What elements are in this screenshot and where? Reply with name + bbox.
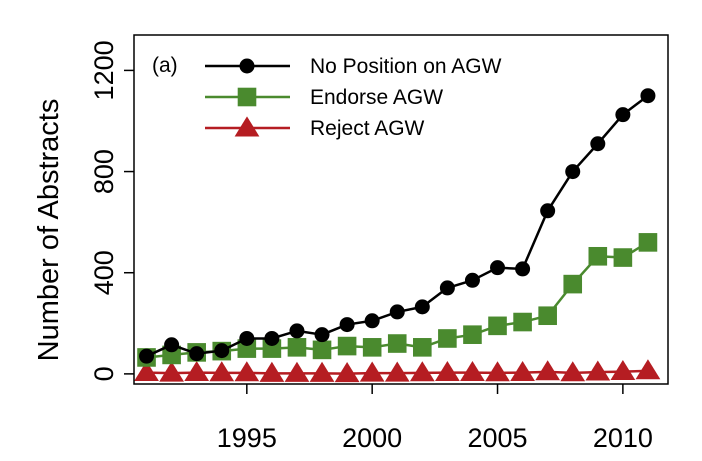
series-layer [134, 88, 661, 383]
data-point [560, 361, 586, 382]
legend-entry: Reject AGW [205, 116, 425, 140]
data-point [134, 360, 159, 382]
data-point [610, 359, 636, 381]
data-point [239, 330, 255, 346]
y-tick-label: 400 [89, 250, 119, 295]
data-point [387, 334, 407, 353]
data-point [464, 272, 480, 288]
data-point [259, 361, 285, 382]
data-point [640, 88, 656, 104]
data-point [189, 346, 205, 362]
data-point [389, 304, 405, 320]
data-point [488, 316, 507, 336]
legend-marker [239, 58, 255, 74]
data-point [635, 359, 661, 380]
y-tick-label: 1200 [89, 40, 119, 100]
data-point [438, 329, 457, 348]
data-point [590, 136, 606, 152]
data-point [460, 360, 485, 382]
data-point [284, 361, 310, 382]
data-point [638, 233, 658, 252]
data-point [364, 313, 380, 329]
legend-marker [234, 116, 260, 137]
data-point [334, 362, 360, 383]
data-point [588, 246, 608, 266]
data-point [413, 338, 432, 357]
plot-frame [133, 34, 669, 385]
data-point [264, 330, 280, 346]
data-point [289, 323, 305, 339]
data-point [362, 338, 382, 357]
axes-layer: 1995 2000 2005 2010 0 400 800 1200 [89, 40, 653, 453]
x-tick-label: 2010 [593, 423, 653, 453]
data-point [435, 360, 460, 382]
data-point [540, 203, 556, 219]
y-tick-label: 800 [89, 149, 119, 194]
data-point [613, 248, 633, 267]
data-point [359, 361, 385, 382]
data-point [139, 348, 155, 364]
data-point [384, 361, 410, 382]
x-tick-label: 1995 [217, 423, 277, 453]
legend-entry: No Position on AGW [205, 55, 502, 78]
data-point [490, 260, 506, 276]
y-axis-title: Number of Abstracts [33, 99, 65, 362]
panel-label: (a) [152, 54, 178, 77]
data-point [184, 360, 210, 382]
legend-label: Endorse AGW [310, 86, 443, 109]
data-point [565, 164, 581, 180]
data-point [510, 360, 535, 382]
data-point [515, 261, 531, 277]
data-point [485, 361, 510, 382]
series-circle-group [139, 88, 656, 364]
data-point [339, 317, 355, 333]
data-point [337, 336, 357, 356]
data-point [585, 360, 611, 381]
data-point [535, 360, 561, 381]
data-point [439, 280, 455, 296]
data-point [309, 361, 335, 382]
legend-label: No Position on AGW [310, 55, 502, 78]
data-point [287, 338, 307, 357]
series-triangle-group [134, 359, 661, 383]
legend: No Position on AGW Endorse AGW Reject AGW [205, 55, 502, 140]
data-point [314, 327, 330, 343]
data-point [409, 361, 435, 382]
data-point [463, 325, 482, 344]
data-point [312, 340, 332, 360]
legend-label: Reject AGW [310, 117, 425, 140]
data-point [159, 361, 184, 382]
data-point [538, 306, 557, 326]
data-point [234, 361, 260, 382]
data-point [513, 312, 532, 332]
legend-marker [237, 87, 257, 107]
data-point [414, 299, 430, 315]
y-tick-label: 0 [89, 366, 119, 381]
legend-entry: Endorse AGW [205, 86, 443, 109]
data-point [563, 274, 583, 294]
data-point [209, 361, 235, 382]
data-point [615, 107, 631, 123]
x-tick-label: 2000 [342, 423, 402, 453]
data-point [164, 337, 180, 353]
x-tick-label: 2005 [467, 423, 527, 453]
data-point [214, 343, 230, 359]
